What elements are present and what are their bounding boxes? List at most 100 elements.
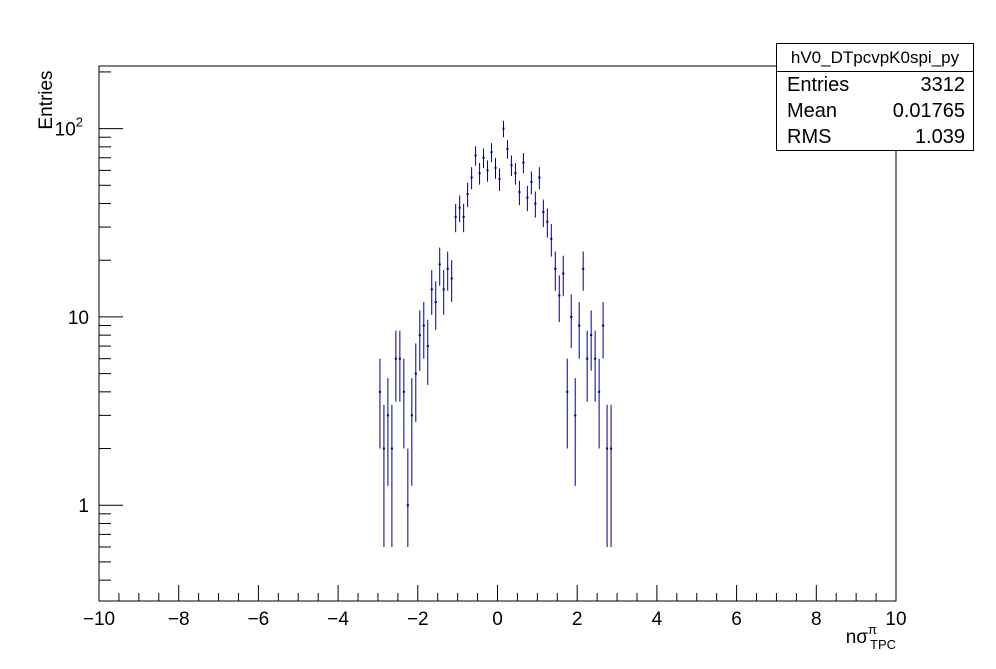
point-marker (394, 357, 397, 360)
data-point (394, 330, 397, 402)
data-point (490, 143, 493, 163)
point-marker (418, 334, 421, 337)
point-marker (610, 447, 613, 450)
data-point (470, 167, 473, 190)
point-marker (478, 172, 481, 175)
x-tick-label: 10 (885, 609, 906, 630)
data-point (570, 294, 573, 348)
point-marker (558, 294, 561, 297)
point-marker (390, 447, 393, 450)
data-point (550, 224, 553, 257)
data-point (406, 448, 409, 547)
point-marker (562, 272, 565, 275)
data-point (466, 182, 469, 208)
plot-frame (98, 65, 897, 602)
point-marker (486, 169, 489, 172)
x-tick-label: 8 (811, 609, 822, 630)
data-point (434, 281, 437, 330)
data-point (586, 330, 589, 402)
data-point (590, 310, 593, 371)
data-point (506, 140, 509, 159)
y-tick-label: 102 (55, 115, 83, 141)
data-point (378, 358, 381, 449)
data-point (410, 378, 413, 486)
data-point (386, 378, 389, 486)
data-point (502, 120, 505, 138)
stats-title: hV0_DTpcvpK0spi_py (777, 44, 973, 72)
data-point (510, 155, 513, 177)
x-tick-label: −2 (407, 609, 429, 630)
point-marker (498, 177, 501, 180)
data-point (458, 195, 461, 223)
data-points (378, 120, 613, 547)
point-marker (550, 237, 553, 240)
point-marker (378, 390, 381, 393)
stats-row-mean: Mean 0.01765 (777, 98, 973, 124)
point-marker (398, 357, 401, 360)
point-marker (482, 156, 485, 159)
x-tick-label: 0 (492, 609, 503, 630)
data-point (566, 358, 569, 449)
y-tick-label: 10 (68, 308, 89, 329)
data-point (514, 163, 517, 185)
data-point (574, 378, 577, 486)
point-marker (442, 288, 445, 291)
point-marker (546, 220, 549, 223)
data-point (518, 180, 521, 206)
stats-row-entries: Entries 3312 (777, 72, 973, 98)
point-marker (502, 127, 505, 130)
point-marker (490, 151, 493, 154)
point-marker (602, 324, 605, 327)
data-point (486, 160, 489, 182)
point-marker (570, 315, 573, 318)
x-tick-label: 4 (652, 609, 663, 630)
point-marker (594, 357, 597, 360)
stats-rms-value: 1.039 (914, 126, 965, 148)
stats-mean-value: 0.01765 (892, 100, 965, 122)
x-tick-label: 2 (572, 609, 583, 630)
stats-row-rms: RMS 1.039 (777, 124, 973, 150)
point-marker (382, 447, 385, 450)
data-point (546, 208, 549, 238)
point-marker (466, 192, 469, 195)
point-marker (506, 147, 509, 150)
data-point (526, 186, 529, 212)
data-point (474, 146, 477, 166)
point-marker (446, 267, 449, 270)
x-tick-label: 6 (731, 609, 742, 630)
point-marker (450, 277, 453, 280)
data-point (610, 404, 613, 547)
data-point (582, 251, 585, 291)
data-point (442, 270, 445, 315)
data-point (438, 247, 441, 286)
data-point (478, 163, 481, 185)
data-point (494, 157, 497, 179)
point-marker (458, 206, 461, 209)
data-point (562, 255, 565, 297)
point-marker (590, 334, 593, 337)
data-point (382, 404, 385, 547)
point-marker (410, 414, 413, 417)
point-marker (510, 164, 513, 167)
point-marker (518, 191, 521, 194)
data-point (402, 358, 405, 449)
x-tick-label: −6 (248, 609, 270, 630)
data-point (422, 301, 425, 359)
point-marker (530, 181, 533, 184)
point-marker (430, 288, 433, 291)
data-point (454, 203, 457, 233)
data-point (578, 301, 581, 359)
data-point (598, 358, 601, 449)
point-marker (566, 390, 569, 393)
point-marker (426, 345, 429, 348)
stats-entries-value: 3312 (920, 74, 966, 96)
data-point (534, 191, 537, 218)
point-marker (462, 215, 465, 218)
point-marker (526, 196, 529, 199)
data-point (430, 270, 433, 315)
stats-mean-label: Mean (787, 100, 838, 122)
point-marker (494, 166, 497, 169)
data-point (538, 167, 541, 190)
